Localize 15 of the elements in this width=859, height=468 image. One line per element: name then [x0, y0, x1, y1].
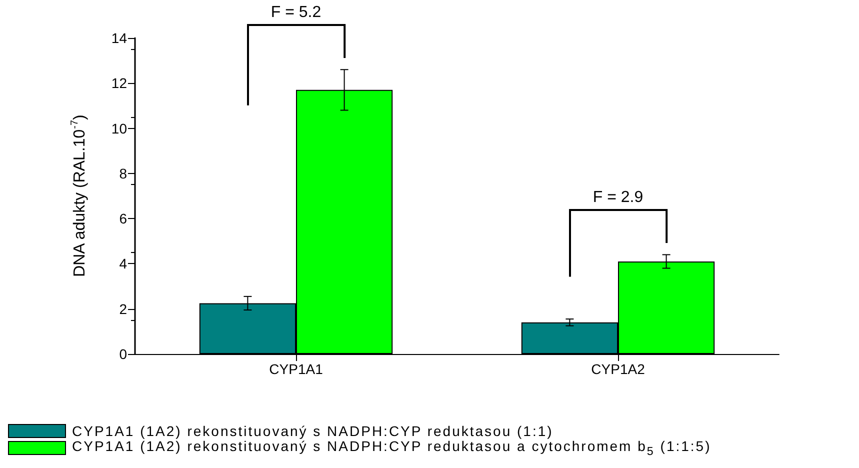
y-tick-label: 14	[111, 30, 128, 46]
y-tick-label: 8	[119, 165, 128, 182]
y-tick-label: 12	[111, 75, 128, 92]
y-tick-label: 10	[111, 120, 128, 136]
text: F = 5.2	[270, 4, 322, 22]
x-tick-label: CYP1A2	[591, 361, 646, 377]
annotation: F = 2.9	[592, 188, 644, 207]
y-tick-label: 4	[119, 256, 128, 272]
legend-label: CYP1A1 (1A2) rekonstituovaný s NADPH:CYP reduktasou (1:1)	[72, 422, 554, 438]
y-tick-label: 0	[119, 346, 128, 362]
y-tick-label: 2	[119, 300, 128, 317]
y-tick-label: 6	[119, 210, 128, 227]
y-axis-title: DNA adukty (RAL.10-7)	[70, 114, 88, 277]
x-tick-label: CYP1A1	[269, 361, 324, 377]
legend-label: CYP1A1 (1A2) rekonstituovaný s NADPH:CYP reduktasou a cytochromem b$_{5}$ (1:1:5)	[72, 438, 712, 458]
